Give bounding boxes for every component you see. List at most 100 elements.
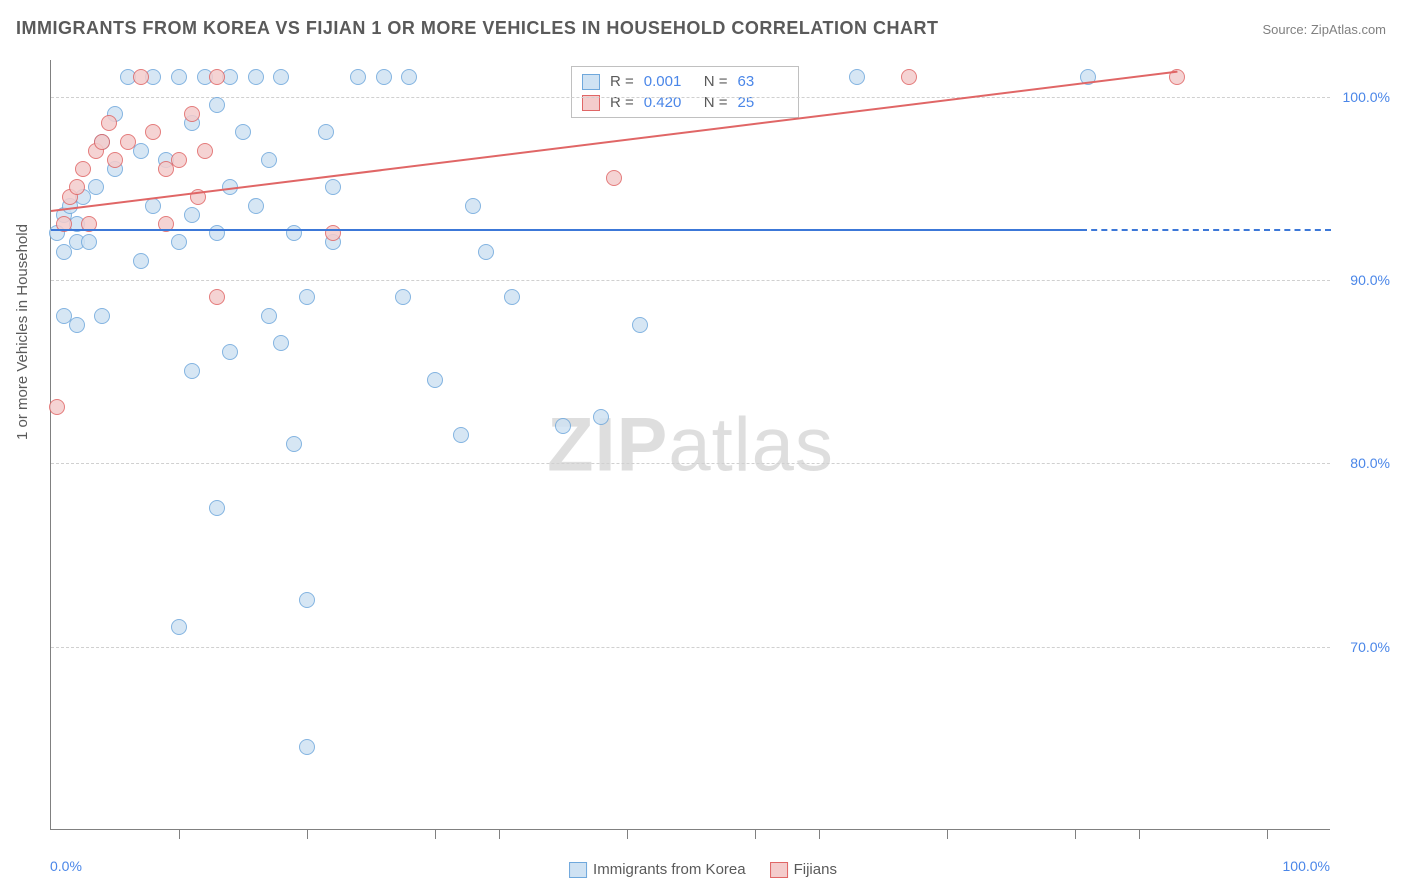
- legend-item-fijian: Fijians: [770, 861, 837, 878]
- scatter-point-korea: [69, 317, 85, 333]
- y-tick-label: 90.0%: [1350, 272, 1390, 288]
- legend-label: Fijians: [794, 861, 837, 878]
- scatter-point-korea: [395, 289, 411, 305]
- gridline-h: [51, 463, 1330, 464]
- scatter-point-korea: [376, 69, 392, 85]
- x-tick: [947, 829, 948, 839]
- scatter-point-korea: [171, 234, 187, 250]
- scatter-point-korea: [286, 225, 302, 241]
- x-tick: [755, 829, 756, 839]
- scatter-point-fijian: [133, 69, 149, 85]
- scatter-point-fijian: [107, 152, 123, 168]
- scatter-point-korea: [465, 198, 481, 214]
- scatter-point-korea: [261, 152, 277, 168]
- legend-stat-row-fijian: R =0.420N =25: [582, 92, 788, 113]
- scatter-point-korea: [299, 592, 315, 608]
- scatter-point-korea: [504, 289, 520, 305]
- legend-swatch: [770, 862, 788, 878]
- x-tick: [819, 829, 820, 839]
- scatter-point-korea: [81, 234, 97, 250]
- gridline-h: [51, 647, 1330, 648]
- trend-line: [1081, 229, 1331, 231]
- scatter-point-korea: [286, 436, 302, 452]
- scatter-point-korea: [209, 97, 225, 113]
- scatter-point-fijian: [75, 161, 91, 177]
- legend-stat-row-korea: R = 0.001 N = 63: [582, 71, 788, 92]
- x-tick: [179, 829, 180, 839]
- gridline-h: [51, 280, 1330, 281]
- x-tick: [1267, 829, 1268, 839]
- scatter-point-korea: [145, 198, 161, 214]
- legend-item-korea: Immigrants from Korea: [569, 861, 746, 878]
- watermark-atlas: atlas: [668, 402, 834, 487]
- trend-line: [51, 229, 1081, 231]
- scatter-point-korea: [222, 344, 238, 360]
- scatter-point-korea: [318, 124, 334, 140]
- scatter-point-korea: [209, 500, 225, 516]
- legend-swatch: [569, 862, 587, 878]
- scatter-point-fijian: [145, 124, 161, 140]
- r-value: 0.001: [644, 73, 694, 90]
- scatter-point-korea: [248, 69, 264, 85]
- scatter-point-fijian: [120, 134, 136, 150]
- y-tick-label: 100.0%: [1343, 89, 1390, 105]
- scatter-point-fijian: [69, 179, 85, 195]
- scatter-point-korea: [184, 207, 200, 223]
- x-tick: [1139, 829, 1140, 839]
- scatter-point-korea: [299, 739, 315, 755]
- scatter-point-fijian: [171, 152, 187, 168]
- scatter-point-fijian: [49, 399, 65, 415]
- scatter-point-fijian: [101, 115, 117, 131]
- scatter-point-korea: [299, 289, 315, 305]
- source-label: Source: ZipAtlas.com: [1262, 22, 1386, 37]
- scatter-point-korea: [235, 124, 251, 140]
- scatter-point-korea: [248, 198, 264, 214]
- scatter-point-fijian: [209, 289, 225, 305]
- scatter-point-korea: [88, 179, 104, 195]
- x-tick: [435, 829, 436, 839]
- legend-stats: R = 0.001 N = 63 R =0.420N =25: [571, 66, 799, 118]
- y-tick-label: 80.0%: [1350, 455, 1390, 471]
- x-tick: [307, 829, 308, 839]
- scatter-point-korea: [94, 308, 110, 324]
- scatter-point-korea: [632, 317, 648, 333]
- x-min-label: 0.0%: [50, 858, 82, 874]
- r-label: R =: [610, 73, 634, 90]
- legend-series: Immigrants from Korea Fijians: [569, 861, 837, 878]
- scatter-point-korea: [209, 225, 225, 241]
- scatter-point-korea: [849, 69, 865, 85]
- scatter-point-korea: [133, 253, 149, 269]
- scatter-point-fijian: [901, 69, 917, 85]
- scatter-point-fijian: [606, 170, 622, 186]
- scatter-point-korea: [133, 143, 149, 159]
- scatter-point-korea: [171, 619, 187, 635]
- x-tick: [1075, 829, 1076, 839]
- scatter-point-korea: [478, 244, 494, 260]
- plot-area: ZIPatlas R =0.001N =63R =0.420N =25 70.0…: [50, 60, 1330, 830]
- y-axis-title: 1 or more Vehicles in Household: [14, 224, 31, 440]
- scatter-point-korea: [171, 69, 187, 85]
- scatter-point-fijian: [209, 69, 225, 85]
- scatter-point-korea: [273, 69, 289, 85]
- chart-title: IMMIGRANTS FROM KOREA VS FIJIAN 1 OR MOR…: [16, 18, 939, 39]
- scatter-point-korea: [184, 363, 200, 379]
- scatter-point-fijian: [94, 134, 110, 150]
- legend-label: Immigrants from Korea: [593, 861, 746, 878]
- watermark: ZIPatlas: [547, 401, 834, 488]
- n-label: N =: [704, 73, 728, 90]
- scatter-point-fijian: [325, 225, 341, 241]
- scatter-point-korea: [593, 409, 609, 425]
- scatter-point-fijian: [197, 143, 213, 159]
- scatter-point-fijian: [184, 106, 200, 122]
- x-tick: [627, 829, 628, 839]
- scatter-point-korea: [401, 69, 417, 85]
- x-max-label: 100.0%: [1283, 858, 1330, 874]
- scatter-point-korea: [273, 335, 289, 351]
- scatter-point-korea: [453, 427, 469, 443]
- scatter-point-korea: [325, 179, 341, 195]
- x-tick: [499, 829, 500, 839]
- scatter-point-korea: [261, 308, 277, 324]
- scatter-point-korea: [350, 69, 366, 85]
- gridline-h: [51, 97, 1330, 98]
- n-value: 63: [738, 73, 788, 90]
